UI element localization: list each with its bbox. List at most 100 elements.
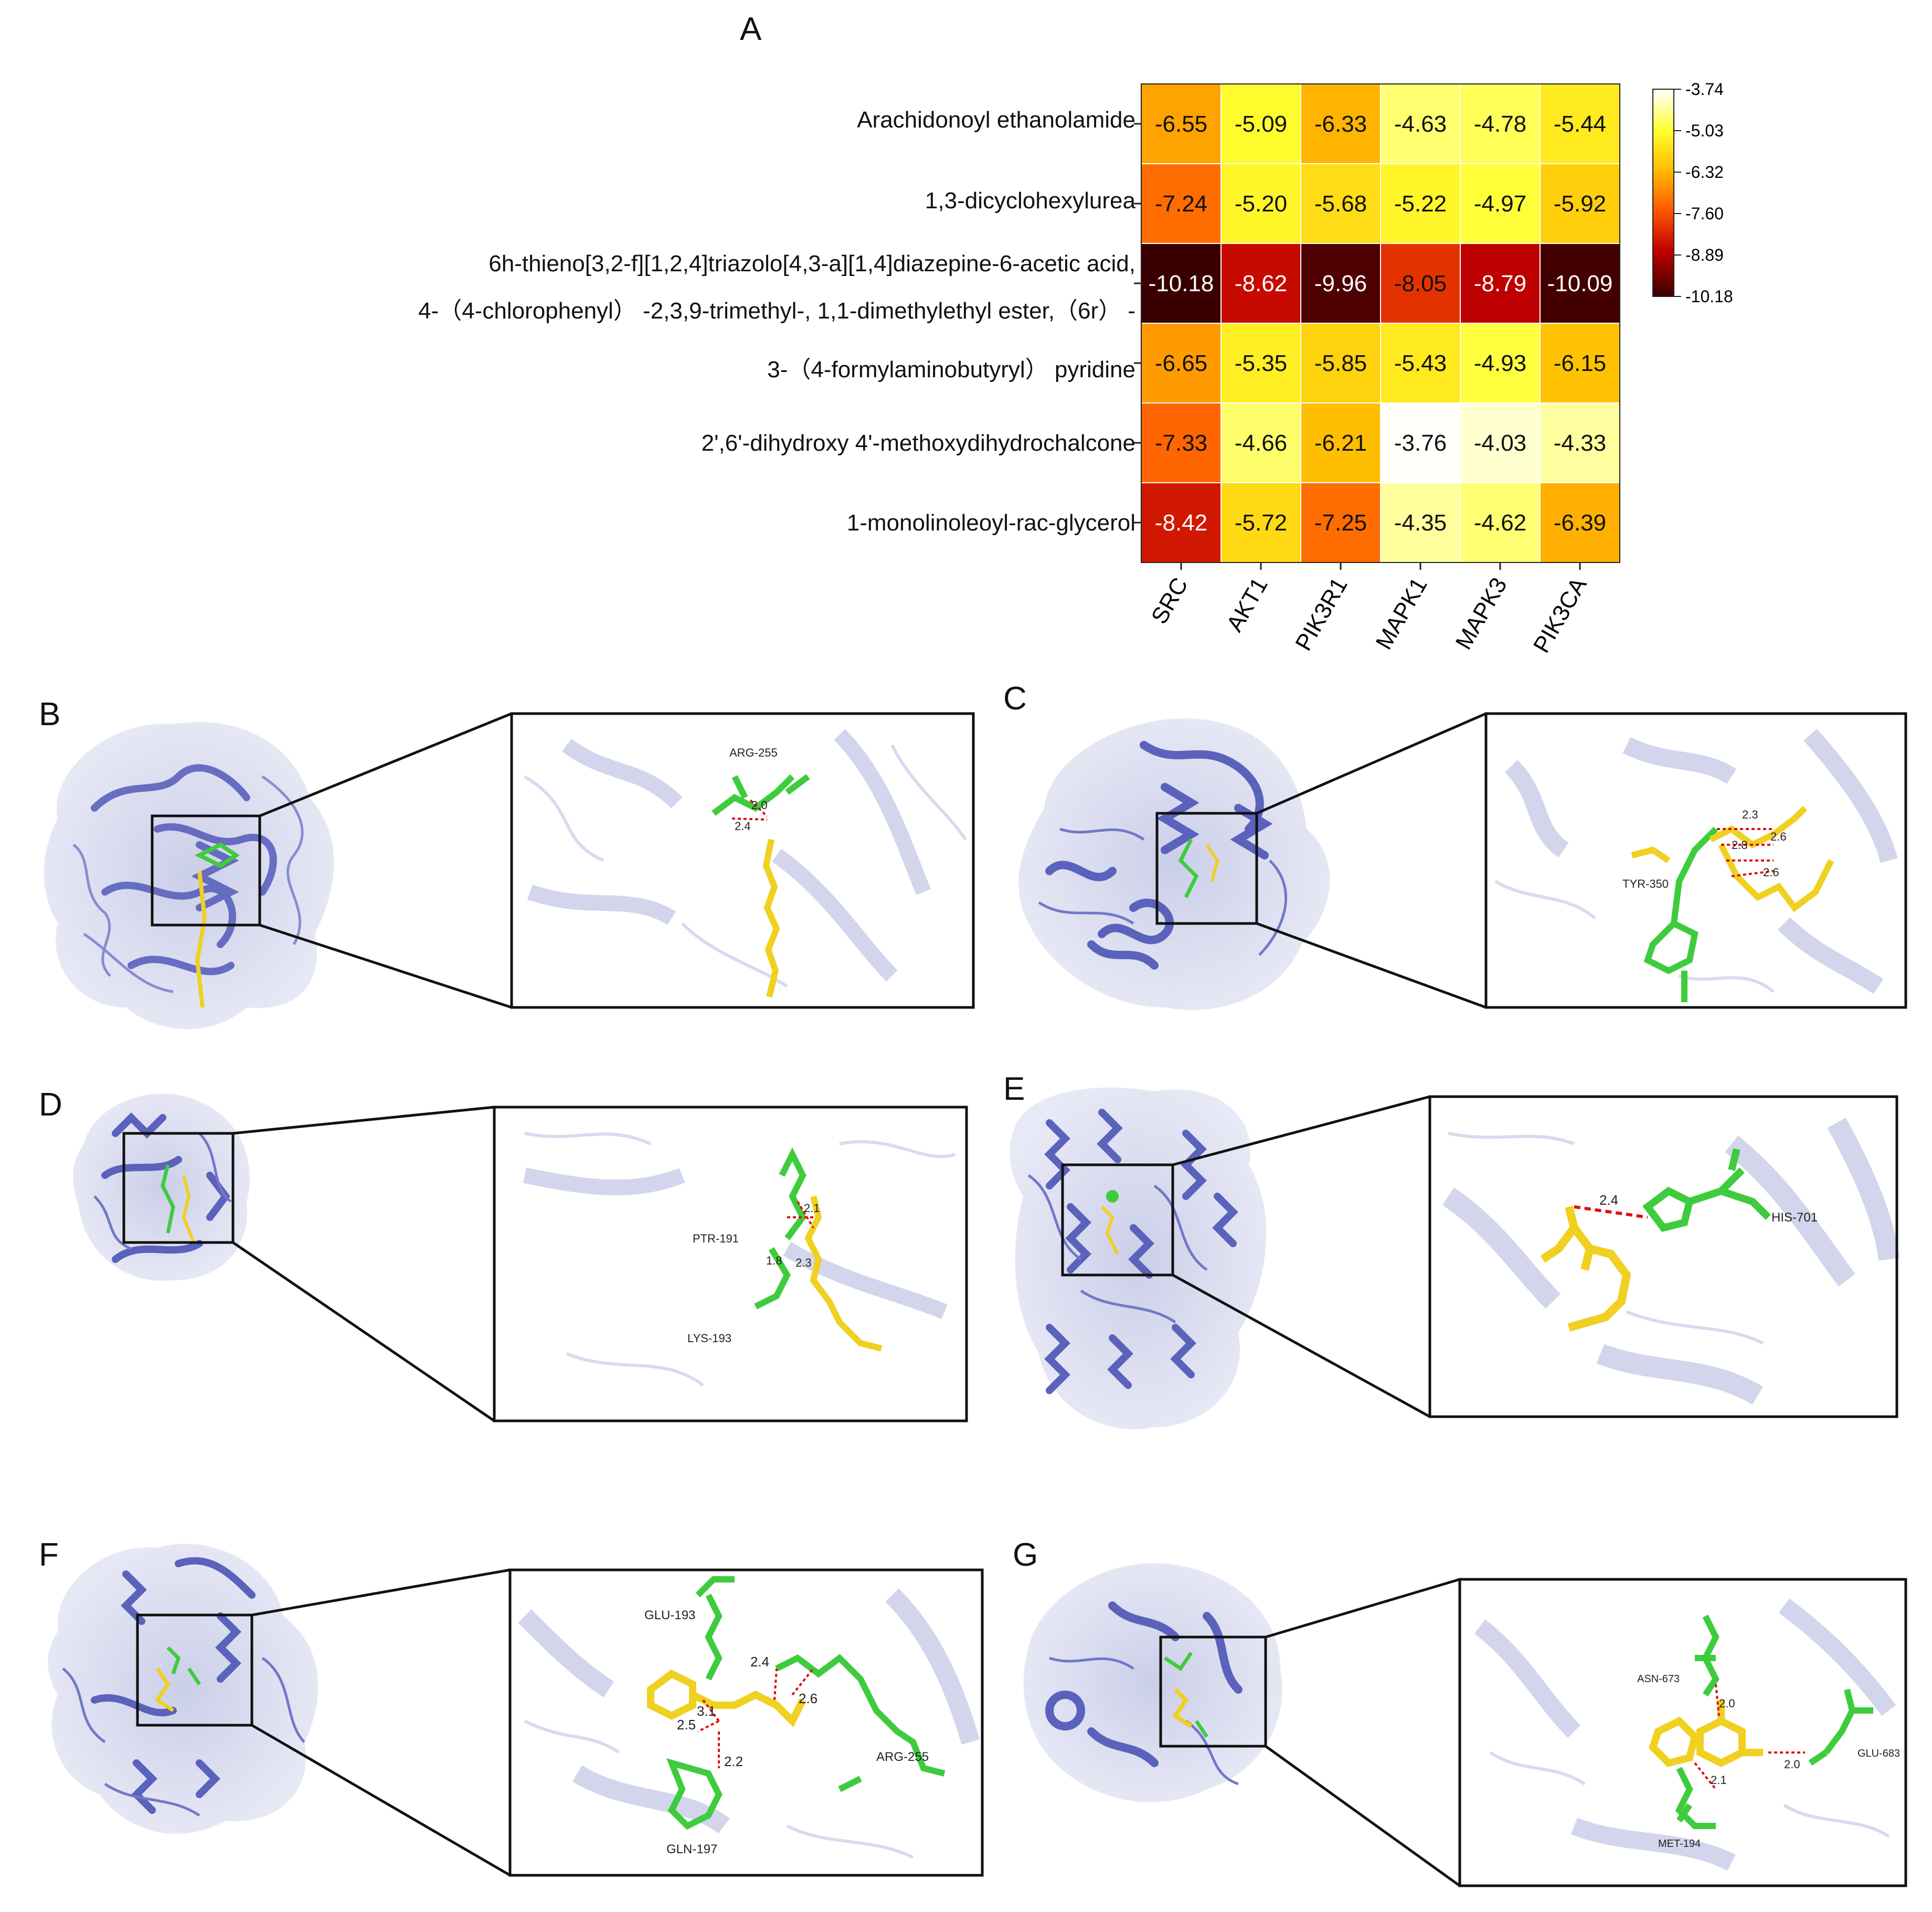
- panel-e-protein-overview: [1010, 1087, 1267, 1429]
- heatmap-value-label: -6.65: [1155, 350, 1207, 376]
- heatmap-value-label: -4.93: [1474, 350, 1526, 376]
- heatmap-cell: [1141, 323, 1222, 403]
- heatmap-value-label: -5.72: [1235, 510, 1287, 536]
- row-label-4: 3-（4-formylaminobutyryl） pyridine: [767, 357, 1135, 383]
- heatmap-cell: [1141, 163, 1222, 244]
- heatmap-value-label: -4.33: [1554, 430, 1606, 456]
- heatmap-cell: [1540, 402, 1620, 483]
- heatmap-value-label: -5.43: [1394, 350, 1447, 376]
- heatmap-cell: [1380, 402, 1461, 483]
- heatmap-row-ticks: [1134, 123, 1141, 524]
- heatmap-value-label: -5.44: [1554, 111, 1606, 137]
- panel-label-a: A: [740, 11, 762, 47]
- heatmap-column-labels: SRC AKT1 PIK3R1 MAPK1 MAPK3 PIK3CA: [1147, 562, 1592, 657]
- panel-c-distance-1: 2.3: [1742, 808, 1758, 821]
- heatmap-value-label: -6.33: [1314, 111, 1367, 137]
- panel-d-zoom-view: PTR-191 LYS-193 2.1 1.8 2.3: [493, 1106, 968, 1422]
- heatmap-value-label: -9.96: [1314, 271, 1367, 296]
- heatmap-cell: [1220, 402, 1301, 483]
- row-label-6: 1-monolinoleoyl-rac-glycerol: [846, 510, 1135, 536]
- heatmap-cell: [1460, 163, 1541, 244]
- panel-label-f: F: [39, 1537, 59, 1573]
- heatmap-cell: [1300, 323, 1381, 403]
- colorbar-tick-label: -6.32: [1685, 163, 1724, 182]
- heatmap-chart: -6.55 -5.09 -6.33 -4.63 -4.78 -5.44 -7.24 -5.20…: [1134, 80, 1733, 657]
- heatmap-cell: [1540, 83, 1620, 164]
- panel-d-distance-3: 2.3: [795, 1256, 812, 1269]
- panel-label-b: B: [39, 696, 61, 732]
- heatmap-column-label: PIK3CA: [1528, 573, 1592, 657]
- panel-g-protein-overview: [1023, 1563, 1282, 1802]
- panel-f-residue-label-2: ARG-255: [876, 1750, 929, 1764]
- heatmap-value-label: -10.09: [1547, 271, 1613, 296]
- row-label-5: 2',6'-dihydroxy 4'-methoxydihydrochalcon…: [701, 430, 1135, 456]
- heatmap-value-label: -3.76: [1394, 430, 1447, 456]
- heatmap-cell: [1141, 83, 1222, 164]
- heatmap-value-label: -7.25: [1314, 510, 1367, 536]
- panel-e-distance-1: 2.4: [1599, 1192, 1618, 1208]
- heatmap-value-label: -4.35: [1394, 510, 1447, 536]
- heatmap-value-label: -5.35: [1235, 350, 1287, 376]
- panel-c-residue-label: TYR-350: [1622, 877, 1669, 890]
- row-label-1: Arachidonoyl ethanolamide: [857, 107, 1135, 133]
- panel-label-g: G: [1013, 1537, 1038, 1573]
- panel-label-d: D: [39, 1087, 62, 1123]
- heatmap-cell: [1300, 163, 1381, 244]
- heatmap-cell: [1460, 402, 1541, 483]
- row-label-3a: 6h-thieno[3,2-f][1,2,4]triazolo[4,3-a][1…: [489, 251, 1135, 277]
- panel-f-zoom-view: GLU-193 ARG-255 GLN-197 2.4 2.6 3.1 2.5 …: [508, 1568, 984, 1877]
- heatmap-value-label: -6.55: [1155, 111, 1207, 137]
- row-label-2: 1,3-dicyclohexylurea: [925, 188, 1135, 214]
- heatmap-cell: [1380, 243, 1461, 324]
- panel-b-protein-overview: [44, 722, 334, 1029]
- heatmap-value-label: -6.15: [1554, 350, 1606, 376]
- panel-b-distance-1: 2.0: [751, 799, 768, 812]
- panel-label-e: E: [1003, 1071, 1025, 1107]
- row-label-3b: 4-（4-chlorophenyl） -2,3,9-trimethyl-, 1,…: [418, 298, 1135, 324]
- heatmap-cell: [1220, 323, 1301, 403]
- panel-e-residue-label: HIS-701: [1771, 1210, 1818, 1225]
- heatmap-value-label: -8.42: [1155, 510, 1207, 536]
- panel-c-zoom-view: 2.3 2.8 2.6 2.6 TYR-350: [1484, 712, 1907, 1009]
- heatmap-value-label: -4.63: [1394, 111, 1447, 137]
- heatmap-column-label: PIK3R1: [1290, 573, 1352, 655]
- colorbar-ticks: -3.74 -5.03 -6.32 -7.60 -8.89 -10.18: [1674, 80, 1733, 306]
- heatmap-cell: [1460, 243, 1541, 324]
- heatmap-cell: [1380, 482, 1461, 563]
- panel-g-distance-1: 2.0: [1719, 1697, 1735, 1710]
- panel-label-c: C: [1003, 681, 1027, 717]
- panel-g-residue-label-1: ASN-673: [1637, 1673, 1680, 1685]
- heatmap-cell: [1220, 482, 1301, 563]
- panel-f-distance-1: 2.4: [750, 1654, 769, 1670]
- heatmap-cell: [1540, 163, 1620, 244]
- heatmap-cell: [1220, 243, 1301, 324]
- panel-d-residue-label-2: LYS-193: [687, 1332, 731, 1345]
- colorbar: [1652, 89, 1674, 297]
- panel-f-distance-5: 2.2: [724, 1754, 743, 1769]
- heatmap-value-label: -4.66: [1235, 430, 1287, 456]
- heatmap-value-label: -5.68: [1314, 191, 1367, 217]
- heatmap-value-label: -5.22: [1394, 191, 1447, 217]
- heatmap-column-label: MAPK1: [1371, 573, 1432, 654]
- colorbar-tick-label: -10.18: [1685, 287, 1733, 306]
- heatmap-cell: [1300, 243, 1381, 324]
- panel-g-distance-2: 2.0: [1784, 1758, 1800, 1771]
- heatmap-value-label: -8.05: [1394, 271, 1447, 296]
- heatmap-cell: [1380, 163, 1461, 244]
- heatmap-frame: [1141, 83, 1620, 563]
- panel-d-protein-overview: [73, 1093, 250, 1281]
- panel-d-distance-2: 1.8: [766, 1254, 782, 1267]
- panel-g-residue-label-2: GLU-683: [1857, 1748, 1900, 1759]
- heatmap-value-label: -5.85: [1314, 350, 1367, 376]
- heatmap-value-label: -4.78: [1474, 111, 1526, 137]
- colorbar-tick-label: -3.74: [1685, 80, 1724, 99]
- heatmap-cell: [1141, 243, 1222, 324]
- heatmap-value-label: -5.20: [1235, 191, 1287, 217]
- heatmap-value-label: -8.79: [1474, 271, 1526, 296]
- colorbar-tick-label: -5.03: [1685, 121, 1724, 140]
- heatmap-cell: [1220, 83, 1301, 164]
- panel-g-residue-label-3: MET-194: [1658, 1838, 1701, 1850]
- heatmap-cell: [1540, 482, 1620, 563]
- panel-b-distance-2: 2.4: [735, 820, 751, 833]
- heatmap-value-label: -8.62: [1235, 271, 1287, 296]
